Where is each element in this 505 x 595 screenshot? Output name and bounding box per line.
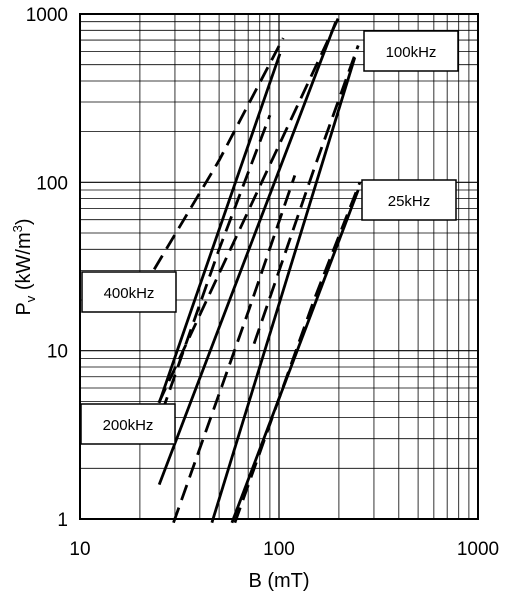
- x-tick-label: 1000: [457, 539, 499, 560]
- label-box-100khz: [363, 30, 459, 72]
- series-200khz-solid: [157, 21, 338, 486]
- plot-frame: [79, 13, 479, 520]
- y-tick-label: 1000: [26, 5, 68, 26]
- y-axis-title: Pv (kW/m3): [10, 218, 38, 315]
- label-text-200khz: 200kHz: [103, 417, 154, 434]
- series-400khz-dashed: [160, 114, 272, 413]
- label-400khz: 400kHz: [81, 271, 177, 313]
- label-text-400khz: 400kHz: [104, 285, 155, 302]
- x-tick-label: 10: [69, 539, 90, 560]
- label-200khz: 200kHz: [80, 403, 176, 445]
- label-25khz: 25kHz: [361, 179, 457, 221]
- x-tick-label: 100: [263, 539, 295, 560]
- y-tick-labels: 1 10 100 1000: [26, 5, 68, 531]
- series-25khz-dashed: [233, 181, 362, 524]
- series-lines: [152, 13, 362, 524]
- series-100khz-solid: [210, 57, 357, 524]
- y-tick-label: 1: [57, 510, 68, 531]
- label-box-400khz: [81, 271, 177, 313]
- label-100khz: 100kHz: [363, 30, 459, 72]
- label-box-200khz: [80, 403, 176, 445]
- x-tick-labels: 10 100 1000: [69, 539, 499, 560]
- label-box-25khz: [361, 179, 457, 221]
- series-200khz-dashed: [172, 174, 297, 524]
- grid-lines: [79, 14, 478, 520]
- label-text-25khz: 25kHz: [388, 193, 431, 210]
- series-400khz-dashed: [152, 37, 285, 271]
- series-400khz-solid: [157, 53, 282, 404]
- y-tick-label: 100: [36, 173, 68, 194]
- series-100khz-dashed: [252, 45, 360, 345]
- label-text-100khz: 100kHz: [386, 44, 437, 61]
- x-axis-title: B (mT): [248, 570, 309, 592]
- y-tick-label: 10: [47, 342, 68, 363]
